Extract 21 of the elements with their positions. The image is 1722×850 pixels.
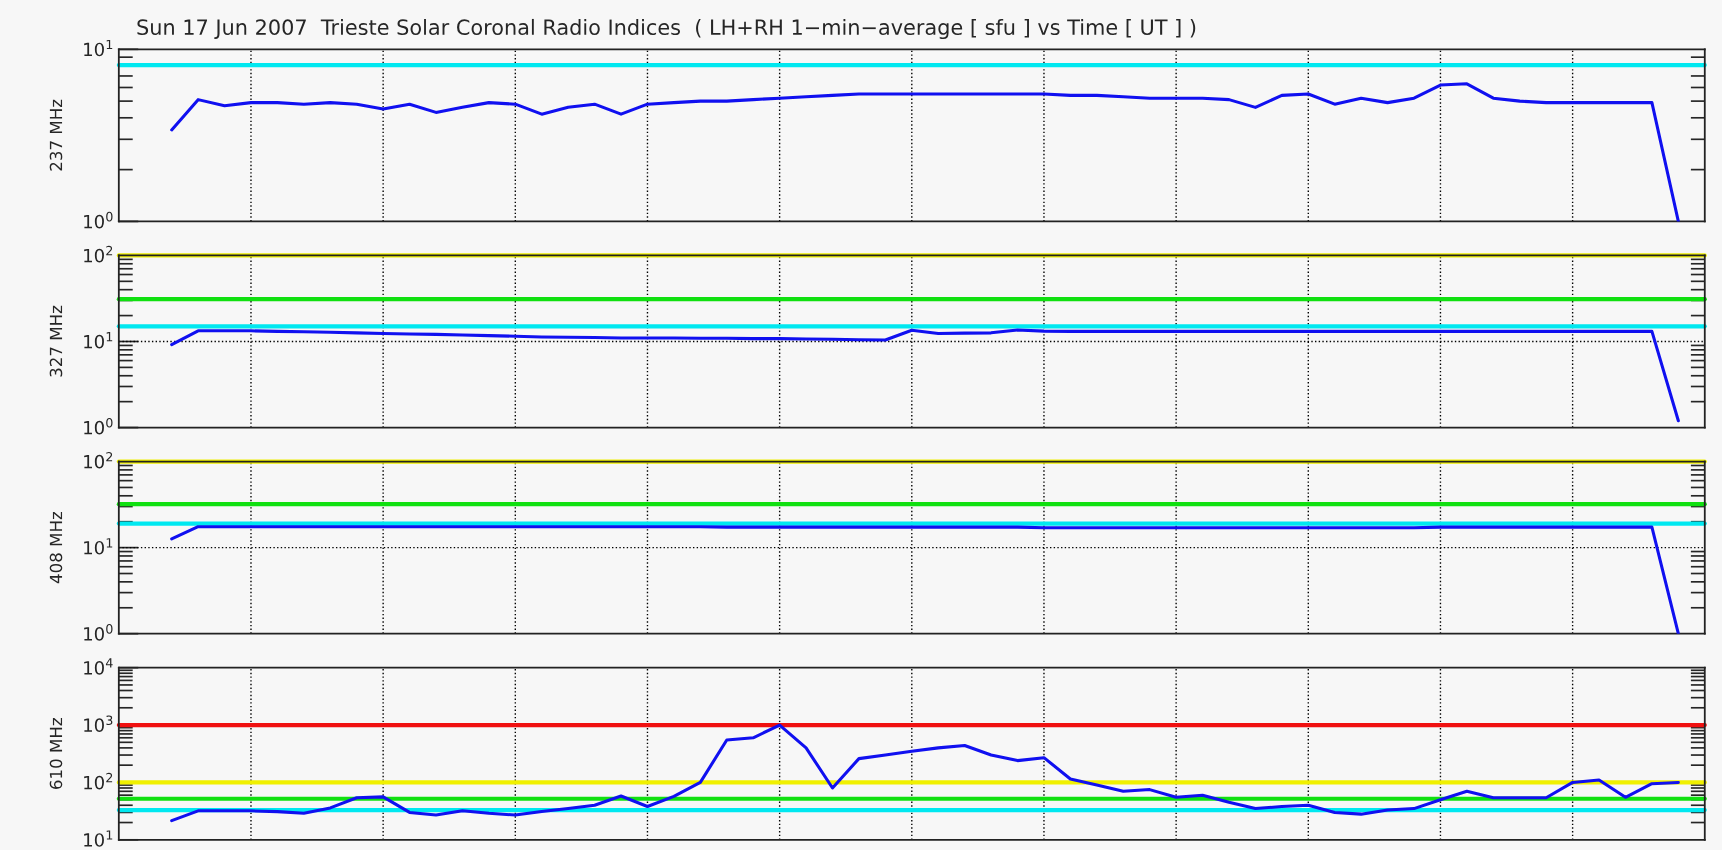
y-tick-label: 10$^{2}$	[84, 772, 113, 790]
chart-title: Sun 17 Jun 2007 Trieste Solar Coronal Radio Indices ( LH+RH 1−min−average [ sfu ] vs Time [ UT ] )	[137, 18, 1196, 40]
y-tick-label: 10$^{3}$	[84, 715, 113, 733]
y-tick-label: 10$^{2}$	[84, 451, 113, 469]
y-tick-label: 10$^{1}$	[84, 39, 113, 57]
y-tick-label: 10$^{0}$	[84, 624, 113, 641]
line-series	[170, 525, 1680, 634]
y-tick-label: 10$^{1}$	[84, 830, 113, 847]
line-series	[170, 328, 1680, 423]
line-series	[170, 723, 1680, 823]
y-tick-label: 10$^{1}$	[84, 538, 113, 555]
y-tick-label: 10$^{4}$	[84, 658, 113, 675]
line-series	[170, 82, 1680, 222]
y-tick-label: 10$^{1}$	[84, 332, 113, 349]
y-axis-title: 610 MHz	[49, 718, 63, 789]
y-tick-label: 10$^{0}$	[84, 211, 113, 229]
y-axis-title: 327 MHz	[49, 305, 63, 377]
y-axis-title: 408 MHz	[49, 511, 63, 584]
y-tick-label: 10$^{0}$	[84, 417, 113, 435]
y-axis-title: 237 MHz	[49, 99, 63, 171]
y-tick-label: 10$^{2}$	[84, 245, 113, 263]
